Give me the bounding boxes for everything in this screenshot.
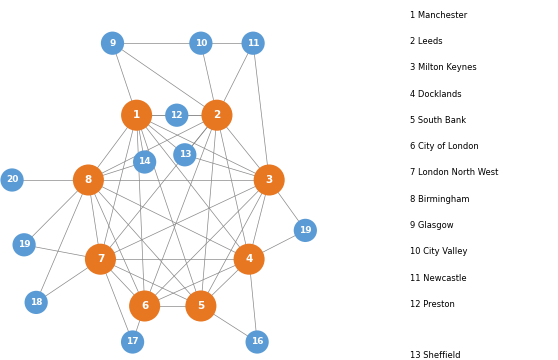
Point — [213, 112, 222, 118]
Text: 18: 18 — [30, 298, 42, 307]
Text: 8: 8 — [85, 175, 92, 185]
Text: 11: 11 — [247, 39, 259, 48]
Point — [244, 256, 253, 262]
Point — [140, 303, 149, 309]
Text: 20: 20 — [6, 175, 18, 184]
Text: 1: 1 — [133, 110, 140, 120]
Text: 5 South Bank: 5 South Bank — [410, 116, 466, 125]
Text: 12 Preston: 12 Preston — [410, 300, 455, 309]
Text: 6 City of London: 6 City of London — [410, 142, 479, 151]
Text: 19: 19 — [299, 226, 312, 235]
Text: 2: 2 — [213, 110, 220, 120]
Point — [128, 339, 137, 345]
Text: 4 Docklands: 4 Docklands — [410, 90, 462, 99]
Text: 19: 19 — [18, 240, 31, 249]
Point — [196, 303, 205, 309]
Point — [264, 177, 273, 183]
Point — [301, 228, 310, 233]
Text: 1 Manchester: 1 Manchester — [410, 11, 468, 20]
Text: 8 Birmingham: 8 Birmingham — [410, 195, 470, 204]
Text: 3 Milton Keynes: 3 Milton Keynes — [410, 63, 477, 72]
Point — [8, 177, 17, 183]
Point — [196, 40, 205, 46]
Text: 5: 5 — [198, 301, 204, 311]
Text: 9 Glasgow: 9 Glasgow — [410, 221, 454, 230]
Text: 13: 13 — [179, 150, 191, 159]
Point — [96, 256, 105, 262]
Point — [249, 40, 258, 46]
Text: 3: 3 — [266, 175, 273, 185]
Point — [180, 152, 189, 158]
Text: 11 Newcastle: 11 Newcastle — [410, 274, 466, 283]
Text: 12: 12 — [171, 111, 183, 120]
Point — [20, 242, 28, 248]
Point — [108, 40, 117, 46]
Point — [140, 159, 149, 165]
Point — [172, 112, 181, 118]
Point — [253, 339, 262, 345]
Point — [32, 300, 41, 305]
Text: 7: 7 — [97, 254, 104, 264]
Text: 14: 14 — [138, 157, 151, 166]
Text: 13 Sheffield: 13 Sheffield — [410, 351, 461, 360]
Text: 7 London North West: 7 London North West — [410, 168, 498, 177]
Text: 17: 17 — [126, 338, 139, 346]
Text: 10: 10 — [195, 39, 207, 48]
Text: 6: 6 — [141, 301, 148, 311]
Text: 2 Leeds: 2 Leeds — [410, 37, 442, 46]
Point — [132, 112, 141, 118]
Text: 9: 9 — [109, 39, 116, 48]
Text: 4: 4 — [246, 254, 253, 264]
Point — [84, 177, 93, 183]
Text: 10 City Valley: 10 City Valley — [410, 247, 468, 256]
Text: 16: 16 — [251, 338, 263, 346]
